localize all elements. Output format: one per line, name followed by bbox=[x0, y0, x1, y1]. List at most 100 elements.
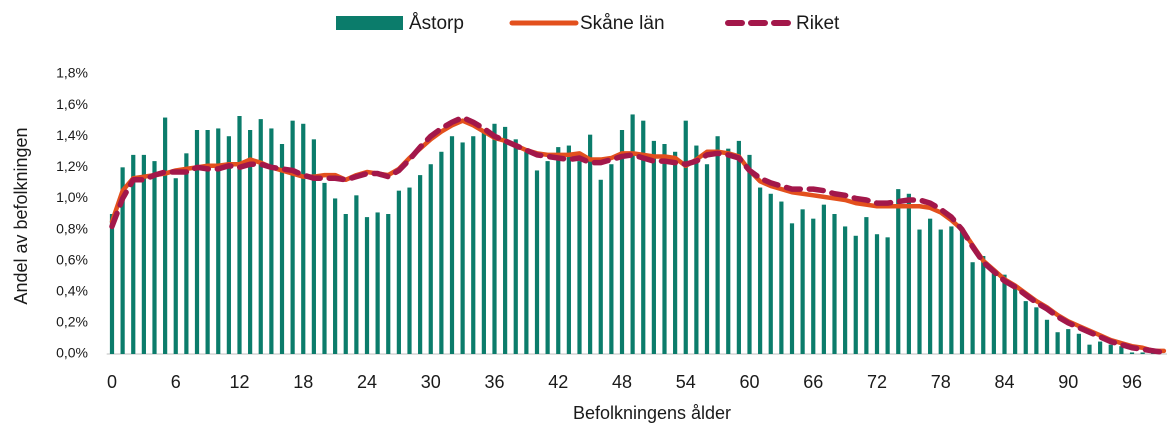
bar bbox=[768, 193, 773, 354]
bar bbox=[821, 204, 826, 354]
bar bbox=[885, 237, 890, 354]
bar bbox=[747, 154, 752, 354]
bar bbox=[141, 154, 146, 354]
bar bbox=[917, 229, 922, 354]
bar bbox=[311, 139, 316, 354]
bar bbox=[811, 218, 816, 354]
bar bbox=[152, 161, 157, 354]
bar bbox=[1044, 319, 1050, 354]
bar bbox=[131, 154, 136, 354]
bar bbox=[503, 126, 508, 354]
bar bbox=[789, 223, 795, 354]
bar bbox=[864, 217, 869, 354]
bar bbox=[428, 164, 433, 354]
bar bbox=[779, 201, 784, 354]
y-axis-title: Andel av befolkningen bbox=[11, 127, 31, 304]
y-tick-label: 1,8% bbox=[56, 65, 88, 81]
bar bbox=[471, 136, 476, 354]
bar bbox=[1087, 344, 1092, 354]
x-axis-title: Befolkningens ålder bbox=[573, 403, 731, 423]
bar bbox=[269, 128, 274, 354]
x-tick-label: 36 bbox=[484, 372, 504, 392]
bar bbox=[577, 161, 582, 354]
x-tick-label: 18 bbox=[293, 372, 313, 392]
x-tick-label: 30 bbox=[421, 372, 441, 392]
bar bbox=[651, 140, 656, 354]
legend-swatch bbox=[336, 16, 403, 30]
bar bbox=[970, 262, 975, 354]
bar bbox=[418, 175, 423, 354]
bar bbox=[290, 120, 295, 355]
bar bbox=[683, 120, 688, 355]
bar bbox=[301, 123, 306, 355]
bar bbox=[843, 226, 848, 354]
y-tick-label: 0,0% bbox=[56, 345, 88, 361]
bar bbox=[163, 117, 168, 354]
bar bbox=[375, 212, 380, 354]
x-tick-label: 54 bbox=[676, 372, 696, 392]
bar bbox=[598, 179, 603, 354]
x-tick-label: 48 bbox=[612, 372, 632, 392]
bar bbox=[248, 130, 253, 354]
bar bbox=[173, 178, 178, 354]
bar bbox=[226, 136, 231, 354]
y-tick-label: 1,6% bbox=[56, 96, 88, 112]
bar bbox=[874, 234, 880, 354]
bar bbox=[959, 229, 965, 354]
bar bbox=[449, 136, 455, 354]
bar bbox=[237, 116, 242, 354]
bar bbox=[534, 170, 540, 354]
bar bbox=[216, 128, 221, 354]
bar bbox=[1023, 301, 1028, 354]
y-tick-label: 0,4% bbox=[56, 282, 88, 298]
y-tick-label: 1,0% bbox=[56, 189, 88, 205]
x-tick-label: 12 bbox=[229, 372, 249, 392]
y-tick-label: 0,2% bbox=[56, 314, 88, 330]
bar bbox=[566, 145, 571, 354]
bar bbox=[386, 214, 391, 354]
x-tick-label: 42 bbox=[548, 372, 568, 392]
bar bbox=[609, 164, 614, 354]
bar bbox=[938, 229, 943, 354]
bar bbox=[758, 187, 763, 354]
bar bbox=[1034, 307, 1039, 354]
y-tick-label: 1,4% bbox=[56, 127, 88, 143]
bar bbox=[715, 136, 720, 354]
legend-label: Riket bbox=[796, 13, 840, 34]
bar bbox=[1129, 352, 1135, 354]
x-tick-label: 78 bbox=[931, 372, 951, 392]
bar bbox=[1002, 274, 1007, 354]
bar bbox=[1098, 341, 1103, 354]
bar bbox=[981, 256, 986, 354]
bar bbox=[205, 130, 210, 354]
bar bbox=[694, 145, 699, 354]
legend-label: Skåne län bbox=[580, 13, 665, 34]
x-tick-label: 24 bbox=[357, 372, 377, 392]
bar bbox=[1076, 333, 1081, 354]
bar bbox=[439, 151, 444, 354]
bar bbox=[396, 190, 401, 354]
bar bbox=[524, 151, 529, 354]
bar bbox=[619, 130, 625, 354]
bar bbox=[492, 123, 497, 355]
bar bbox=[322, 182, 327, 354]
bar bbox=[853, 235, 858, 354]
y-tick-label: 1,2% bbox=[56, 158, 88, 174]
x-tick-label: 72 bbox=[867, 372, 887, 392]
bar bbox=[906, 193, 911, 354]
bar bbox=[513, 139, 518, 354]
y-tick-label: 0,6% bbox=[56, 251, 88, 267]
bar bbox=[1066, 329, 1071, 354]
bar bbox=[1055, 332, 1060, 354]
bar bbox=[896, 189, 901, 354]
line bbox=[109, 114, 1167, 356]
bar bbox=[641, 120, 646, 355]
bar bbox=[279, 144, 285, 354]
y-tick-label: 0,8% bbox=[56, 220, 88, 236]
bar bbox=[726, 148, 731, 354]
bar bbox=[949, 226, 954, 354]
x-tick-label: 6 bbox=[171, 372, 181, 392]
bar bbox=[736, 140, 741, 354]
legend-label: Åstorp bbox=[409, 13, 464, 34]
